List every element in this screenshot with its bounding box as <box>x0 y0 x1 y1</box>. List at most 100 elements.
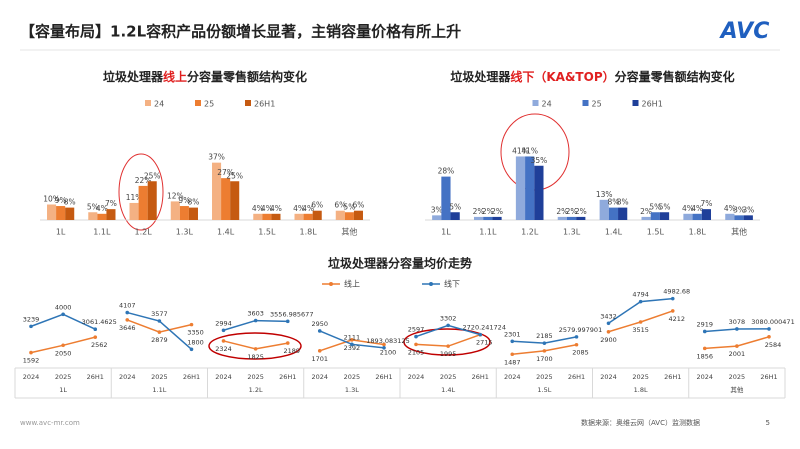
data-label: 1995 <box>440 350 457 358</box>
data-label: 2085 <box>572 349 589 357</box>
data-label: 2% <box>473 207 485 216</box>
data-label: 4% <box>261 204 273 213</box>
footer-source: 数据来源：奥维云网（AVC）监测数据 <box>581 418 700 427</box>
legend-marker <box>429 282 433 286</box>
panel-label: 1.4L <box>441 386 455 394</box>
data-label: 3432 <box>600 312 617 320</box>
legend-label: 线上 <box>344 279 360 289</box>
x-tick-label: 1.3L <box>563 228 581 237</box>
price-point <box>446 323 450 328</box>
bar <box>212 162 222 220</box>
x-tick-label: 1.2L <box>521 228 539 237</box>
bar <box>734 215 744 220</box>
data-label: 4794 <box>632 291 649 299</box>
price-point <box>61 343 65 348</box>
bar <box>97 213 107 220</box>
data-label: 4982.68 <box>663 288 690 296</box>
x-tick-label: 2024 <box>696 373 713 381</box>
panel-label: 1L <box>59 386 67 394</box>
legend-swatch <box>632 100 639 106</box>
bar <box>659 212 670 220</box>
data-label: 12% <box>167 191 184 200</box>
x-tick-label: 2024 <box>23 373 40 381</box>
price-point <box>350 338 354 342</box>
price-point <box>189 322 194 327</box>
legend-label: 26H1 <box>254 100 275 109</box>
data-label: 3577 <box>151 310 168 318</box>
slide-title: 【容量布局】1.2L容积产品份额增长显著，主销容量价格有所上升 <box>20 23 461 41</box>
title-text: 垃圾处理器 <box>450 69 511 84</box>
data-label: 2994 <box>215 319 232 327</box>
chart-title: 垃圾处理器线上分容量零售额结构变化 <box>103 69 307 84</box>
bar <box>230 181 240 220</box>
bar <box>335 210 345 220</box>
page-number: 5 <box>766 419 770 427</box>
x-tick-label: 2025 <box>55 373 72 381</box>
bar <box>56 206 66 220</box>
x-tick-label: 26H1 <box>472 373 489 381</box>
price-point <box>510 352 515 357</box>
data-label: 2105 <box>408 348 425 356</box>
x-tick-label: 1.5L <box>647 228 665 237</box>
data-label: 10% <box>43 195 60 204</box>
price-point <box>414 342 418 347</box>
price-point <box>125 318 130 322</box>
title-text: 垃圾处理器 <box>103 69 164 84</box>
bar <box>650 212 660 220</box>
data-label: 7% <box>700 199 712 208</box>
title-text: 分容量零售额结构变化 <box>615 69 735 84</box>
bar <box>432 215 442 220</box>
bar <box>138 185 148 220</box>
data-label: 2111 <box>344 333 361 341</box>
data-label: 6% <box>352 201 364 210</box>
bar <box>170 201 180 220</box>
bar <box>692 213 702 220</box>
data-label: 3061.4625 <box>82 318 117 326</box>
data-label: 3239 <box>23 315 40 323</box>
data-label: 3080.000471 <box>751 318 794 326</box>
data-label: 2562 <box>91 341 108 349</box>
panel-label: 1.3L <box>345 386 359 394</box>
panel-label: 其他 <box>730 385 744 394</box>
price-point <box>510 339 515 344</box>
data-label: 1856 <box>696 352 713 360</box>
data-label: 2% <box>491 207 503 216</box>
legend-label: 24 <box>542 100 552 109</box>
data-label: 4% <box>682 204 694 213</box>
price-point <box>446 344 450 348</box>
data-label: 2715 <box>476 339 493 347</box>
data-label: 3% <box>431 205 443 214</box>
highlight-ellipse <box>403 328 491 356</box>
x-tick-label: 26H1 <box>568 373 585 381</box>
title-text: 分容量零售额结构变化 <box>187 69 307 84</box>
data-label: 8% <box>617 198 629 207</box>
data-label: 5% <box>659 202 671 211</box>
price-point <box>606 329 611 334</box>
price-point <box>93 335 98 339</box>
data-label: 2189 <box>283 347 300 355</box>
data-label: 2% <box>640 207 652 216</box>
bar <box>179 206 189 220</box>
panel-label: 1.8L <box>634 386 648 394</box>
price-point <box>253 347 258 351</box>
footer-site: www.avc-mr.com <box>20 419 80 427</box>
price-point <box>157 330 162 334</box>
data-label: 2720.241724 <box>463 324 506 332</box>
data-label: 4% <box>302 204 314 213</box>
price-point <box>382 342 386 347</box>
legend-label: 线下 <box>444 279 460 289</box>
data-label: 8% <box>64 198 76 207</box>
x-tick-label: 2025 <box>247 373 264 381</box>
logo: AVC <box>719 19 770 44</box>
bar <box>576 216 586 220</box>
data-label: 37% <box>208 153 225 162</box>
chart-title: 垃圾处理器线下（KA&TOP）分容量零售额结构变化 <box>450 69 734 84</box>
price-point <box>221 339 226 343</box>
price-point <box>414 334 418 339</box>
price-point <box>285 319 290 324</box>
data-label: 2050 <box>55 349 72 357</box>
data-label: 2% <box>566 207 578 216</box>
data-label: 1487 <box>504 358 521 366</box>
data-label: 1825 <box>247 353 264 361</box>
data-label: 5% <box>449 202 461 211</box>
